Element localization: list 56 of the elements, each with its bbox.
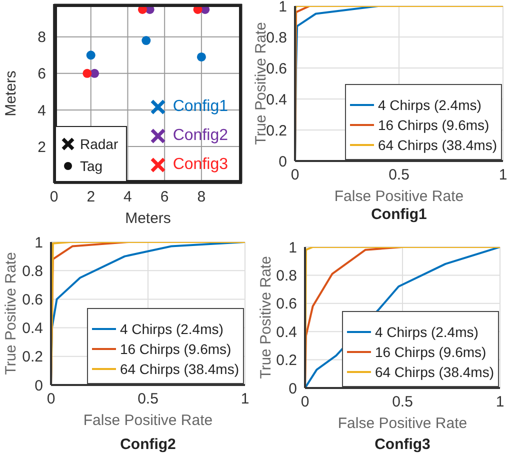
y-tick-label: 0.8	[276, 268, 297, 285]
y-tick-label: 0.6	[266, 60, 287, 78]
y-tick-label: 0.8	[22, 262, 43, 280]
text: Config2	[119, 436, 177, 453]
y-tick-label: 0.6	[22, 292, 43, 309]
y-tick-label: 0.4	[266, 91, 287, 108]
x-tick-label: 1	[240, 390, 250, 408]
x-axis-title: False Positive Rate	[334, 188, 464, 205]
legend-label: 64 Chirps (38.4ms)	[374, 364, 494, 380]
x-tick-label: 1	[498, 166, 508, 184]
annotation: Radar	[80, 136, 118, 152]
y-tick-label: 0	[278, 153, 287, 170]
x-axis-title: False Positive Rate	[83, 412, 213, 429]
y-tick-label: 0.4	[22, 320, 43, 338]
x-axis-title: False Positive Rate	[338, 415, 468, 432]
y-axis-title: Meters	[2, 70, 20, 116]
y-tick-label: 0	[34, 377, 43, 394]
x-tick-label: 0	[300, 394, 310, 411]
legend-label: 64 Chirps (38.4ms)	[120, 361, 239, 377]
y-tick-label: 1	[288, 239, 297, 256]
x-tick-label: 8	[197, 188, 206, 206]
text: Config3	[374, 436, 432, 453]
x-tick-label: 0.5	[392, 394, 413, 411]
y-axis-title: True Positive Rate	[2, 252, 20, 375]
y-tick-label: 1	[278, 0, 287, 16]
y-tick-label: 1	[34, 234, 43, 252]
legend-label: Config2	[172, 126, 228, 144]
x-tick-label: 4	[124, 188, 132, 206]
legend-label: Config1	[172, 98, 228, 116]
x-tick-label: 0.5	[388, 166, 410, 184]
legend-label: 16 Chirps (9.6ms)	[120, 341, 232, 357]
y-axis-title: True Positive Rate	[257, 256, 274, 379]
legend-label: 16 Chirps (9.6ms)	[374, 344, 486, 360]
x-axis-title: Meters	[125, 210, 171, 227]
y-tick-label: 0.8	[266, 29, 287, 46]
legend-label: 4 Chirps (2.4ms)	[120, 321, 224, 337]
x-tick-label: 6	[160, 188, 169, 206]
x-tick-label: 0	[50, 188, 58, 206]
legend-label: Config3	[172, 156, 228, 174]
annotation: Tag	[80, 158, 103, 174]
legend-label: 4 Chirps (2.4ms)	[374, 324, 478, 340]
x-tick-label: 1	[496, 394, 504, 411]
y-tick-label: 0.6	[276, 296, 297, 313]
legend-label: 4 Chirps (2.4ms)	[378, 97, 482, 113]
y-tick-label: 8	[38, 29, 46, 46]
legend-label: 64 Chirps (38.4ms)	[378, 137, 497, 153]
x-tick-label: 2	[86, 188, 96, 206]
y-tick-label: 4	[38, 102, 46, 120]
x-tick-label: 0.5	[138, 390, 158, 408]
text: Config1	[370, 206, 428, 223]
y-tick-label: 0.2	[276, 352, 297, 370]
y-tick-label: 2	[38, 138, 46, 156]
legend-label: 16 Chirps (9.6ms)	[378, 117, 490, 133]
y-tick-label: 0.2	[22, 348, 43, 366]
y-tick-label: 6	[38, 66, 46, 83]
y-tick-label: 0.4	[276, 324, 297, 341]
